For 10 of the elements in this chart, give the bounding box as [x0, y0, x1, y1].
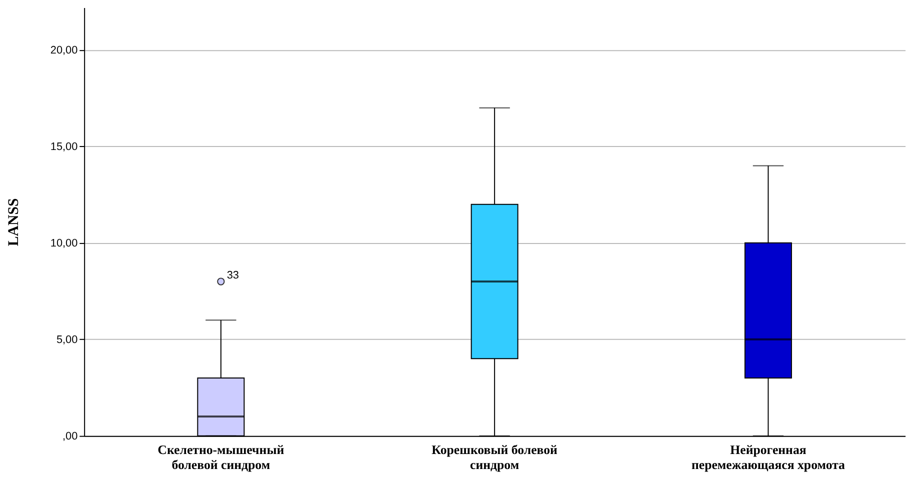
x-tick-label: Скелетно-мышечный болевой синдром [158, 443, 285, 472]
y-tick-label: 15,00 [50, 140, 78, 153]
annotation: 33 [226, 270, 239, 282]
y-tick-label: 10,00 [50, 237, 78, 250]
y-axis-title: LANSS [6, 198, 22, 246]
x-tick-label: Нейрогенная перемежающаяся хромота [691, 443, 846, 472]
y-tick-label: ,00 [62, 430, 78, 442]
y-tick-label: 20,00 [50, 44, 78, 56]
x-tick-label: Корешковый болевой синдром [432, 443, 558, 472]
y-tick-label: 5,00 [56, 334, 78, 346]
